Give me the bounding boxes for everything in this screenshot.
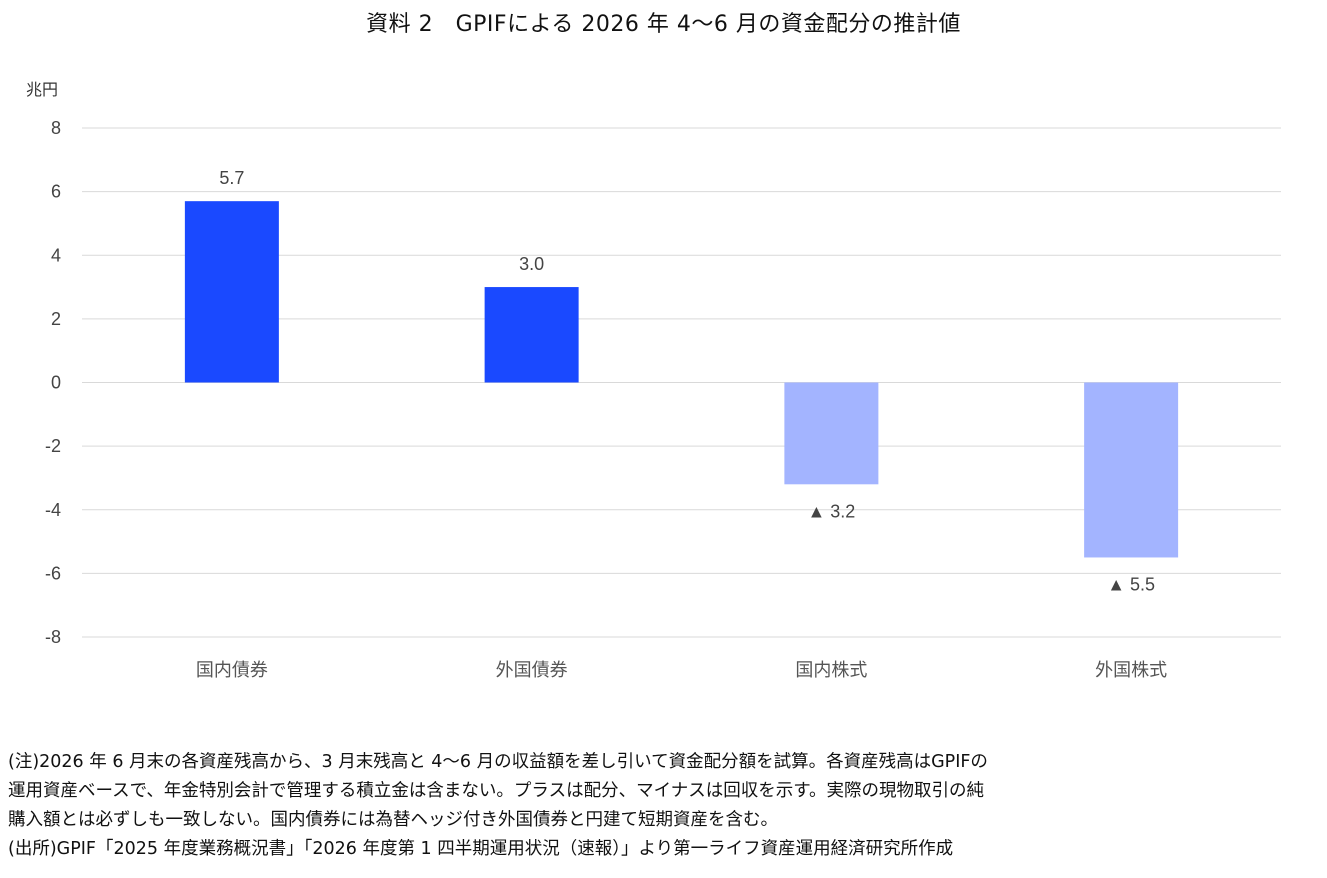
- x-category-label: 外国株式: [1095, 660, 1167, 681]
- note-line: 運用資産ベースで、年金特別会計で管理する積立金は含まない。プラスは配分、マイナス…: [8, 781, 984, 801]
- y-tick-label: -2: [45, 436, 61, 456]
- y-tick-label: 4: [51, 245, 61, 265]
- data-label: ▲ 3.2: [807, 501, 855, 521]
- bar: [1084, 382, 1179, 558]
- y-tick-label: -4: [45, 500, 61, 520]
- y-tick-label: -8: [45, 627, 61, 647]
- data-label: 5.7: [219, 168, 244, 188]
- note-line: (注)2026 年 6 月末の各資産残高から、3 月末残高と 4〜6 月の収益額…: [8, 752, 988, 772]
- y-tick-label: 8: [51, 118, 61, 138]
- y-tick-label: -6: [45, 563, 61, 583]
- x-category-label: 国内株式: [795, 660, 867, 681]
- chart-title: 資料 2 GPIFによる 2026 年 4〜6 月の資金配分の推計値: [366, 12, 961, 37]
- y-tick-label: 2: [51, 309, 61, 329]
- note-line: (出所)GPIF「2025 年度業務概況書」「2026 年度第 1 四半期運用状…: [8, 839, 954, 859]
- data-label: ▲ 5.5: [1107, 574, 1155, 594]
- y-tick-label: 0: [51, 373, 61, 393]
- x-category-label: 国内債券: [196, 660, 268, 681]
- bar: [184, 201, 279, 383]
- data-label: 3.0: [519, 254, 544, 274]
- x-category-label: 外国債券: [496, 660, 568, 681]
- note-line: 購入額とは必ずしも一致しない。国内債券には為替ヘッジ付き外国債券と円建て短期資産…: [8, 810, 778, 830]
- y-axis-unit: 兆円: [26, 80, 58, 99]
- bar-chart: 兆円 8 6 4 2 0 -2 -4 -6 -8 5.7 国内債券 3.0 外国債券 ▲ 3.2 国内株式 ▲ …: [26, 80, 1281, 681]
- chart-notes: (注)2026 年 6 月末の各資産残高から、3 月末残高と 4〜6 月の収益額…: [8, 748, 1324, 864]
- y-tick-label: 6: [51, 182, 61, 202]
- bar: [484, 287, 579, 383]
- bar: [784, 382, 879, 485]
